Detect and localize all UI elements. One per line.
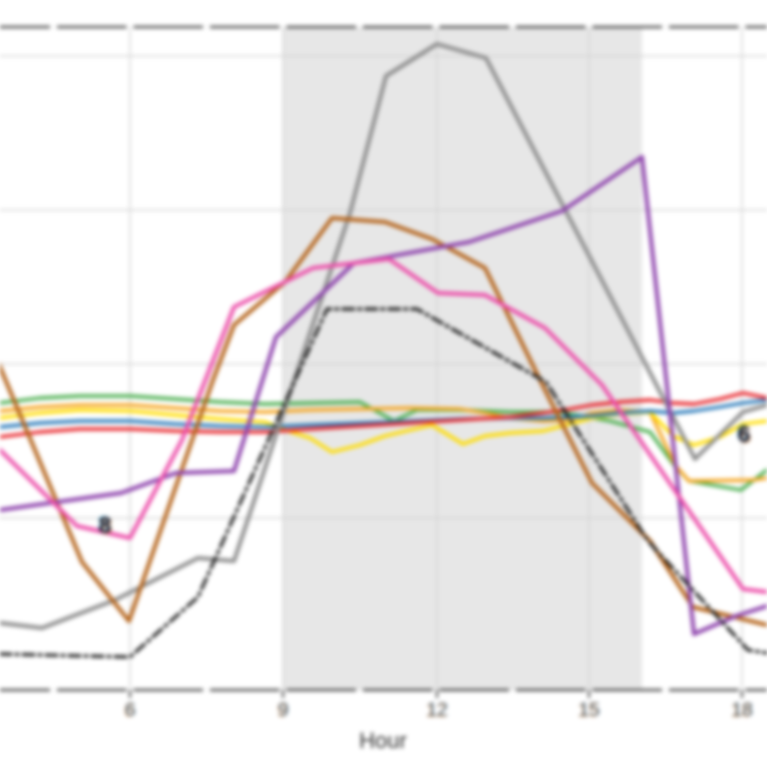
svg-text:18: 18	[731, 700, 752, 721]
svg-text:6: 6	[125, 700, 136, 721]
svg-text:8: 8	[99, 512, 112, 538]
svg-text:6: 6	[738, 421, 751, 447]
svg-text:Hour: Hour	[359, 728, 407, 753]
svg-text:15: 15	[578, 700, 599, 721]
svg-text:9: 9	[278, 700, 289, 721]
svg-text:12: 12	[426, 700, 447, 721]
